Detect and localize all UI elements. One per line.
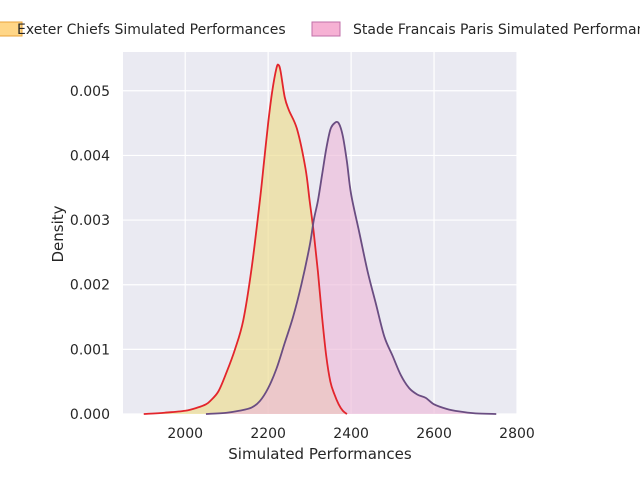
- y-tick-label: 0.005: [70, 84, 110, 100]
- y-tick-label: 0.000: [70, 407, 110, 423]
- series-lines: [143, 63, 497, 415]
- x-tick-label: 2400: [333, 426, 369, 442]
- y-tick-label: 0.004: [70, 148, 110, 164]
- series-line-1: [143, 63, 348, 415]
- y-tick-label: 0.003: [70, 213, 110, 229]
- legend-label-1: Exeter Chiefs Simulated Performances: [17, 22, 286, 38]
- x-axis-title: Simulated Performances: [228, 445, 412, 463]
- legend-label-2: Stade Francais Paris Simulated Performan…: [353, 22, 640, 38]
- legend: Exeter Chiefs Simulated Performances Stad…: [0, 21, 640, 38]
- x-tick-label: 2600: [416, 426, 452, 442]
- x-tick-label: 2800: [499, 426, 535, 442]
- y-axis-title: Density: [49, 205, 67, 262]
- x-tick-label: 2200: [250, 426, 286, 442]
- series-line-2: [205, 120, 497, 415]
- legend-swatch-2: [311, 21, 341, 37]
- x-tick-labels: 2000 2200 2400 2600 2800: [167, 426, 534, 442]
- y-tick-labels: 0.000 0.001 0.002 0.003 0.004 0.005: [70, 84, 110, 423]
- x-tick-label: 2000: [167, 426, 203, 442]
- series-area-2: [205, 121, 497, 415]
- legend-swatch-1: [0, 21, 23, 37]
- series-fills: [143, 64, 497, 415]
- y-tick-label: 0.001: [70, 342, 110, 358]
- y-tick-label: 0.002: [70, 278, 110, 294]
